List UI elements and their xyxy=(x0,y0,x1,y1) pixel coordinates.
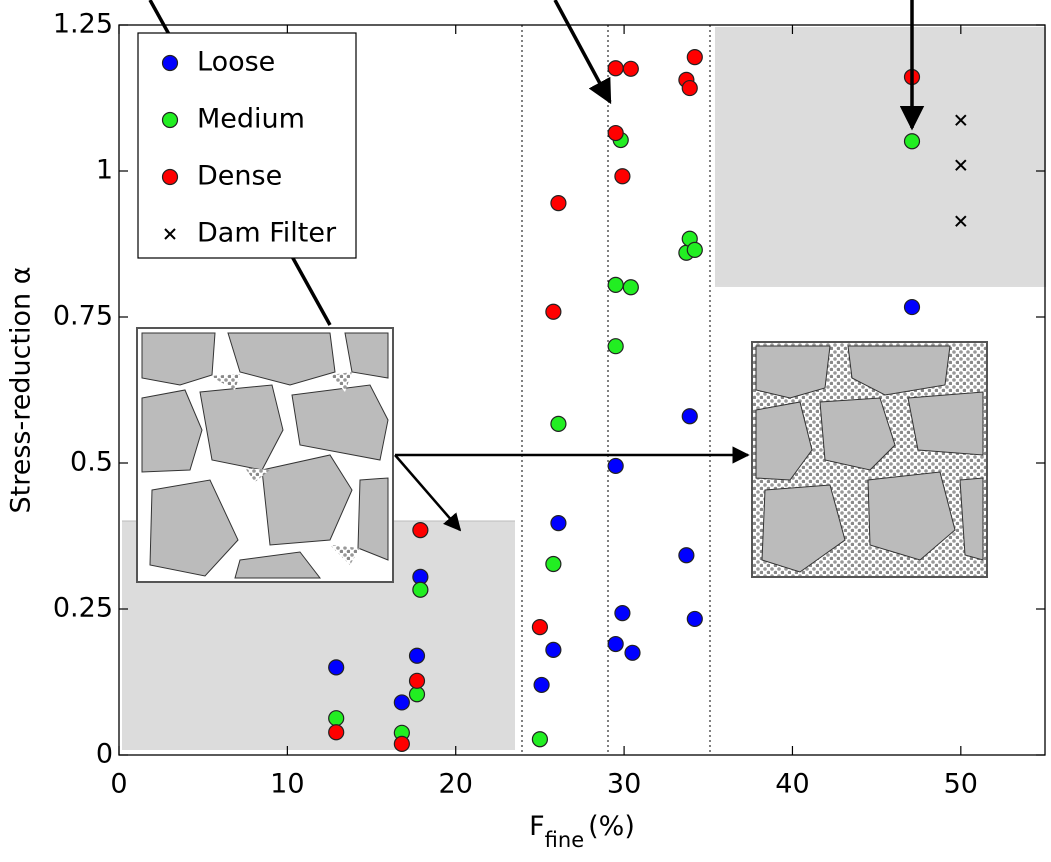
point xyxy=(163,170,178,185)
point xyxy=(625,645,640,660)
point xyxy=(682,409,697,424)
point xyxy=(410,673,425,688)
point xyxy=(532,620,547,635)
x-tick-label: 20 xyxy=(439,769,473,800)
point xyxy=(608,61,623,76)
y-axis-label: Stress-reduction α xyxy=(6,266,37,513)
point xyxy=(551,416,566,431)
x-axis-label-main: F xyxy=(529,811,545,842)
y-tick-label: 0 xyxy=(96,739,113,770)
point xyxy=(687,242,702,257)
point xyxy=(410,687,425,702)
y-tick-label: 0.5 xyxy=(70,447,113,478)
x-tick-label: 30 xyxy=(607,769,641,800)
point xyxy=(608,126,623,141)
x-axis-label: Ffine(%) xyxy=(529,811,635,852)
point xyxy=(413,523,428,538)
point xyxy=(608,339,623,354)
point xyxy=(623,61,638,76)
point xyxy=(615,606,630,621)
point xyxy=(687,50,702,65)
y-tick-label: 0.25 xyxy=(53,593,113,624)
point xyxy=(615,169,630,184)
point xyxy=(163,56,178,71)
shaded-region xyxy=(715,27,1046,285)
y-tick-label: 1 xyxy=(96,155,113,186)
point xyxy=(608,458,623,473)
point xyxy=(904,300,919,315)
point xyxy=(687,611,702,626)
x-axis-label-sub: fine xyxy=(545,828,584,852)
point xyxy=(551,516,566,531)
point xyxy=(329,660,344,675)
point xyxy=(329,711,344,726)
point xyxy=(679,548,694,563)
inset-loose xyxy=(137,328,393,582)
point xyxy=(623,280,638,295)
point xyxy=(534,677,549,692)
legend-label: Medium xyxy=(197,104,305,135)
point xyxy=(546,304,561,319)
point xyxy=(394,695,409,710)
inset-dense xyxy=(752,342,987,577)
legend-label: Loose xyxy=(197,47,275,78)
x-tick-label: 40 xyxy=(775,769,809,800)
point xyxy=(410,648,425,663)
point xyxy=(163,113,178,128)
point xyxy=(904,134,919,149)
point xyxy=(546,642,561,657)
point xyxy=(682,81,697,96)
y-tick-label: 0.75 xyxy=(53,301,113,332)
legend-label: Dam Filter xyxy=(197,218,337,249)
point xyxy=(608,637,623,652)
point xyxy=(329,725,344,740)
x-tick-label: 50 xyxy=(944,769,978,800)
y-tick-label: 1.25 xyxy=(53,9,113,40)
point xyxy=(546,557,561,572)
point xyxy=(532,732,547,747)
point xyxy=(608,277,623,292)
x-tick-label: 10 xyxy=(270,769,304,800)
x-tick-label: 0 xyxy=(110,769,127,800)
legend-label: Dense xyxy=(197,161,282,192)
point xyxy=(394,736,409,751)
point xyxy=(551,196,566,211)
x-axis-label-unit: (%) xyxy=(588,811,635,842)
legend: Loose Medium Dense Dam Filter xyxy=(138,33,356,258)
point xyxy=(413,582,428,597)
chart: 00.250.50.7511.2501020304050 Loos xyxy=(0,0,1051,858)
